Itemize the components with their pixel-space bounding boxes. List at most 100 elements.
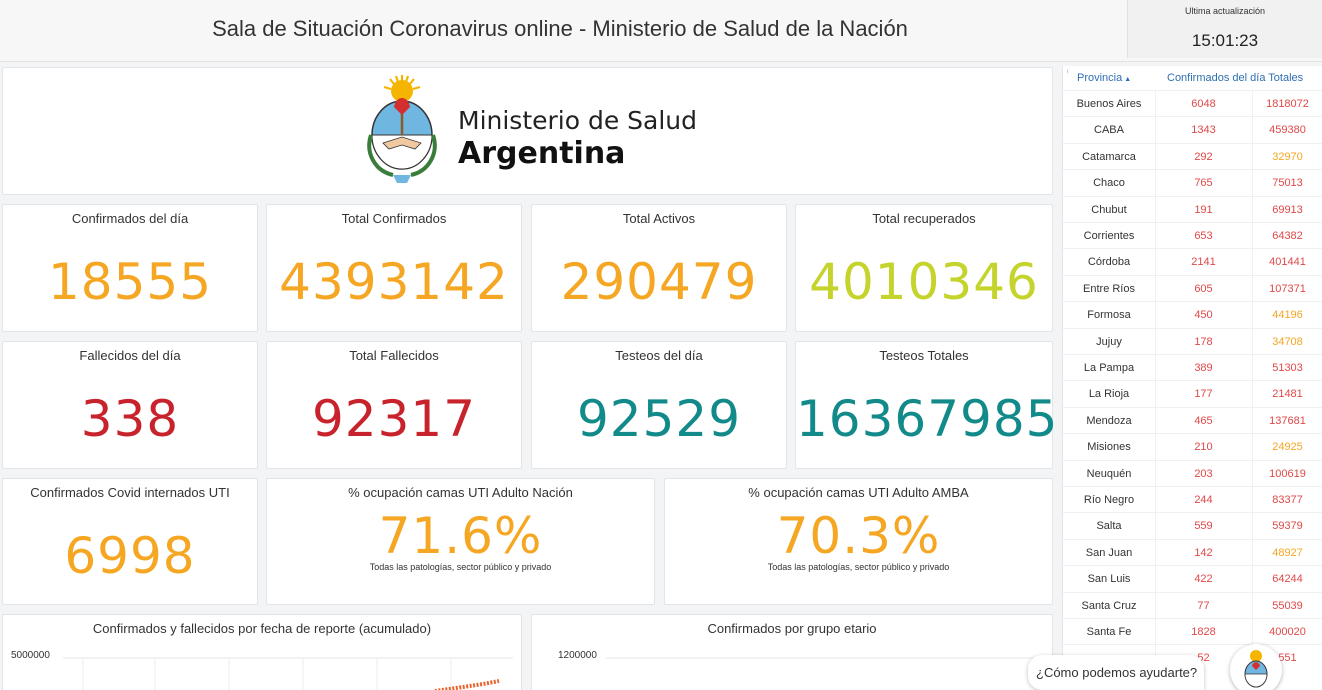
province-name: Corrientes	[1083, 230, 1135, 242]
province-row[interactable]: 52 551	[1063, 644, 1322, 670]
column-header-confirmed[interactable]: Confirmados del día Totales	[1167, 72, 1304, 84]
province-name: San Juan	[1085, 546, 1133, 559]
kpi-value: 4393142	[279, 253, 509, 311]
province-row[interactable]: San Luis 422 64244	[1063, 565, 1322, 591]
province-row[interactable]: Chaco 765 75013	[1063, 169, 1322, 195]
province-name: Entre Ríos	[1083, 282, 1135, 295]
province-confirmed-day: 450	[1194, 309, 1213, 322]
logo-text-country: Argentina	[458, 136, 626, 171]
province-confirmed-total: 34708	[1272, 335, 1303, 348]
last-update-box: Ultima actualización 15:01:23	[1127, 0, 1322, 58]
province-confirmed-total: 32970	[1272, 150, 1303, 163]
province-confirmed-total: 21481	[1272, 388, 1303, 401]
province-name: San Luis	[1087, 573, 1131, 586]
chart-card-age-group: Confirmados por grupo etario 1200000	[531, 614, 1053, 690]
kpi-value: 92317	[311, 390, 477, 448]
kpi-value: 16367985	[796, 390, 1059, 448]
sort-asc-icon: ▲	[1122, 76, 1132, 83]
column-divider	[1155, 90, 1156, 690]
province-confirmed-day: 292	[1194, 150, 1213, 163]
province-confirmed-total: 55039	[1272, 599, 1303, 612]
kpi-subtitle: Todas las patologías, sector público y p…	[369, 562, 552, 572]
kpi-value: 290479	[560, 253, 758, 311]
province-name: La Pampa	[1083, 362, 1135, 374]
province-row[interactable]: CABA 1343 459380	[1063, 116, 1322, 142]
chart-title: Confirmados y fallecidos por fecha de re…	[92, 621, 432, 636]
kpi-card-total-deaths: Total Fallecidos 92317	[266, 341, 522, 469]
kpi-title: Testeos Totales	[879, 348, 969, 363]
kpi-card-icu-occupancy-nation: % ocupación camas UTI Adulto Nación 71.6…	[266, 478, 655, 605]
column-header-province[interactable]: Provincia ▲	[1077, 72, 1131, 84]
chart-y-tick: 5000000	[11, 650, 50, 661]
province-row[interactable]: San Juan 142 48927	[1063, 538, 1322, 565]
kpi-value: 338	[80, 390, 180, 448]
last-update-time: 15:01:23	[1191, 31, 1259, 50]
chat-assistant-button[interactable]	[1230, 644, 1282, 690]
chart-gridlines	[63, 657, 513, 690]
province-name: Santa Cruz	[1081, 599, 1137, 612]
province-name: Chubut	[1091, 203, 1127, 216]
province-row[interactable]: La Pampa 389 51303	[1063, 354, 1322, 380]
kpi-card-icu-covid: Confirmados Covid internados UTI 6998	[2, 478, 258, 605]
province-row[interactable]: Salta 559 59379	[1063, 512, 1322, 538]
province-row[interactable]: Chubut 191 69913	[1063, 195, 1322, 222]
province-name: CABA	[1094, 124, 1124, 137]
province-confirmed-total: 400020	[1269, 626, 1306, 638]
kpi-card-confirmed-day: Confirmados del día 18555	[2, 204, 258, 332]
province-name: Córdoba	[1087, 256, 1131, 269]
province-confirmed-day: 210	[1194, 441, 1213, 454]
province-row[interactable]: Catamarca 292 32970	[1063, 142, 1322, 169]
province-row[interactable]: Mendoza 465 137681	[1063, 406, 1322, 433]
kpi-value: 4010346	[809, 253, 1039, 311]
kpi-title: Confirmados del día	[71, 211, 189, 226]
province-confirmed-day: 389	[1194, 362, 1213, 374]
province-row[interactable]: Corrientes 653 64382	[1063, 222, 1322, 248]
province-row[interactable]: La Rioja 177 21481	[1063, 380, 1322, 406]
province-name: Catamarca	[1082, 150, 1136, 163]
province-confirmed-day: 559	[1194, 520, 1213, 533]
chart-y-tick: 1200000	[558, 650, 597, 661]
province-row[interactable]: Formosa 450 44196	[1063, 301, 1322, 327]
province-confirmed-total: 44196	[1272, 309, 1303, 322]
argentina-coat-of-arms-icon	[367, 75, 437, 183]
kpi-title: % ocupación camas UTI Adulto AMBA	[748, 485, 969, 500]
last-update-label: Ultima actualización	[1184, 6, 1266, 16]
province-row[interactable]: Santa Cruz 77 55039	[1063, 591, 1322, 618]
province-confirmed-day: 1343	[1191, 124, 1216, 137]
province-row[interactable]: Misiones 210 24925	[1063, 433, 1322, 459]
province-confirmed-day: 1828	[1191, 626, 1216, 638]
province-row[interactable]: Buenos Aires 6048 1818072	[1063, 90, 1322, 116]
kpi-card-tests-day: Testeos del día 92529	[531, 341, 787, 469]
kpi-card-total-tests: Testeos Totales 16367985	[795, 341, 1059, 469]
kpi-value: 70.3%	[776, 507, 941, 565]
province-row[interactable]: Jujuy 178 34708	[1063, 327, 1322, 354]
info-icon[interactable]: ⁱ	[1067, 68, 1069, 78]
province-row[interactable]: Neuquén 203 100619	[1063, 459, 1322, 486]
province-name: Mendoza	[1086, 414, 1132, 427]
province-confirmed-day: 142	[1194, 546, 1213, 559]
kpi-title: Total Fallecidos	[349, 348, 439, 363]
province-confirmed-total: 48927	[1272, 546, 1303, 559]
province-confirmed-total: 137681	[1269, 414, 1306, 427]
province-confirmed-total: 64244	[1272, 573, 1303, 586]
column-header-province-label: Provincia	[1077, 72, 1123, 84]
chart-card-cumulative: Confirmados y fallecidos por fecha de re…	[2, 614, 522, 690]
chart-gridlines	[606, 657, 1046, 659]
kpi-value: 6998	[64, 527, 196, 585]
province-row[interactable]: Córdoba 2141 401441	[1063, 248, 1322, 274]
province-confirmed-day: 177	[1194, 388, 1213, 401]
kpi-title: Total recuperados	[872, 211, 976, 226]
province-row[interactable]: Entre Ríos 605 107371	[1063, 274, 1322, 301]
province-confirmed-day: 77	[1197, 599, 1210, 612]
province-confirmed-day: 244	[1194, 494, 1213, 506]
province-confirmed-total: 107371	[1269, 282, 1306, 295]
province-confirmed-total: 24925	[1272, 441, 1303, 454]
province-confirmed-total: 59379	[1272, 520, 1303, 533]
province-confirmed-total: 401441	[1269, 256, 1306, 269]
province-confirmed-day: 2141	[1191, 256, 1216, 269]
chat-prompt-bubble[interactable]: ¿Cómo podemos ayudarte?	[1028, 655, 1204, 690]
province-row[interactable]: Santa Fe 1828 400020	[1063, 618, 1322, 644]
province-confirmed-total: 75013	[1272, 177, 1303, 190]
province-row[interactable]: Río Negro 244 83377	[1063, 486, 1322, 512]
province-confirmed-day: 422	[1194, 573, 1213, 586]
